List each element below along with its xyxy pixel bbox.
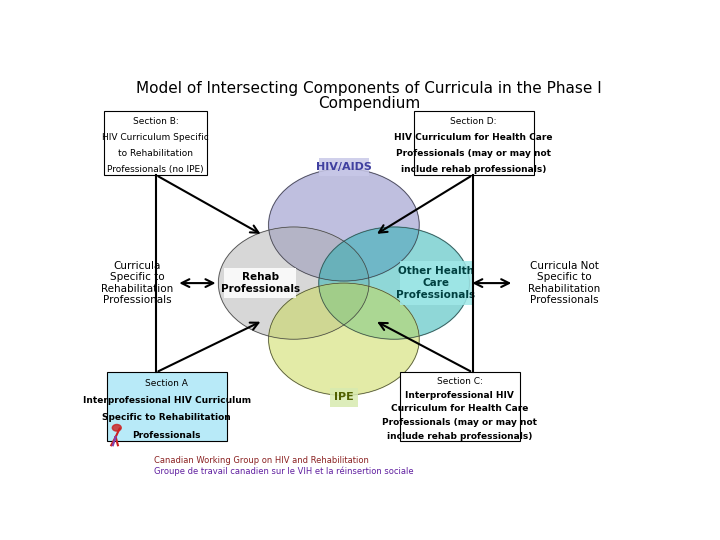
Text: to Rehabilitation: to Rehabilitation [118, 148, 193, 158]
Text: Compendium: Compendium [318, 96, 420, 111]
FancyBboxPatch shape [400, 261, 472, 305]
Text: Other Health
Care
Professionals: Other Health Care Professionals [397, 267, 475, 300]
FancyBboxPatch shape [319, 158, 369, 176]
Text: Canadian Working Group on HIV and Rehabilitation: Canadian Working Group on HIV and Rehabi… [154, 456, 369, 465]
Circle shape [112, 424, 121, 431]
Text: Specific to Rehabilitation: Specific to Rehabilitation [102, 414, 231, 422]
FancyBboxPatch shape [400, 373, 520, 441]
Circle shape [269, 168, 419, 281]
Text: Curricula
Specific to
Rehabilitation
Professionals: Curricula Specific to Rehabilitation Pro… [102, 261, 174, 306]
Circle shape [269, 283, 419, 395]
Text: Section B:: Section B: [132, 117, 179, 125]
Circle shape [218, 227, 369, 339]
Text: Professionals (may or may not: Professionals (may or may not [396, 148, 551, 158]
Text: HIV Curriculum for Health Care: HIV Curriculum for Health Care [395, 133, 553, 141]
Text: IPE: IPE [334, 393, 354, 402]
Circle shape [319, 227, 469, 339]
Text: Professionals (may or may not: Professionals (may or may not [382, 418, 537, 427]
Text: Professionals: Professionals [132, 430, 201, 440]
Text: Section D:: Section D: [451, 117, 497, 125]
Text: Rehab
Professionals: Rehab Professionals [220, 272, 300, 294]
Text: Section C:: Section C: [437, 377, 482, 386]
FancyBboxPatch shape [107, 373, 227, 441]
Text: Professionals (no IPE): Professionals (no IPE) [107, 165, 204, 174]
Text: Interprofessional HIV: Interprofessional HIV [405, 390, 514, 400]
Text: Model of Intersecting Components of Curricula in the Phase I: Model of Intersecting Components of Curr… [136, 82, 602, 97]
Text: Section A: Section A [145, 379, 188, 388]
FancyBboxPatch shape [413, 111, 534, 175]
Text: include rehab professionals): include rehab professionals) [401, 165, 546, 174]
Text: HIV/AIDS: HIV/AIDS [316, 161, 372, 172]
Text: Curricula Not
Specific to
Rehabilitation
Professionals: Curricula Not Specific to Rehabilitation… [528, 261, 600, 306]
Text: Groupe de travail canadien sur le VIH et la réinsertion sociale: Groupe de travail canadien sur le VIH et… [154, 467, 414, 476]
FancyBboxPatch shape [224, 268, 297, 299]
Text: HIV Curriculum Specific: HIV Curriculum Specific [102, 133, 209, 141]
FancyBboxPatch shape [104, 111, 207, 175]
Text: include rehab professionals): include rehab professionals) [387, 432, 532, 441]
Text: Curriculum for Health Care: Curriculum for Health Care [391, 404, 528, 413]
Text: Interprofessional HIV Curriculum: Interprofessional HIV Curriculum [83, 396, 251, 406]
FancyBboxPatch shape [330, 388, 358, 407]
